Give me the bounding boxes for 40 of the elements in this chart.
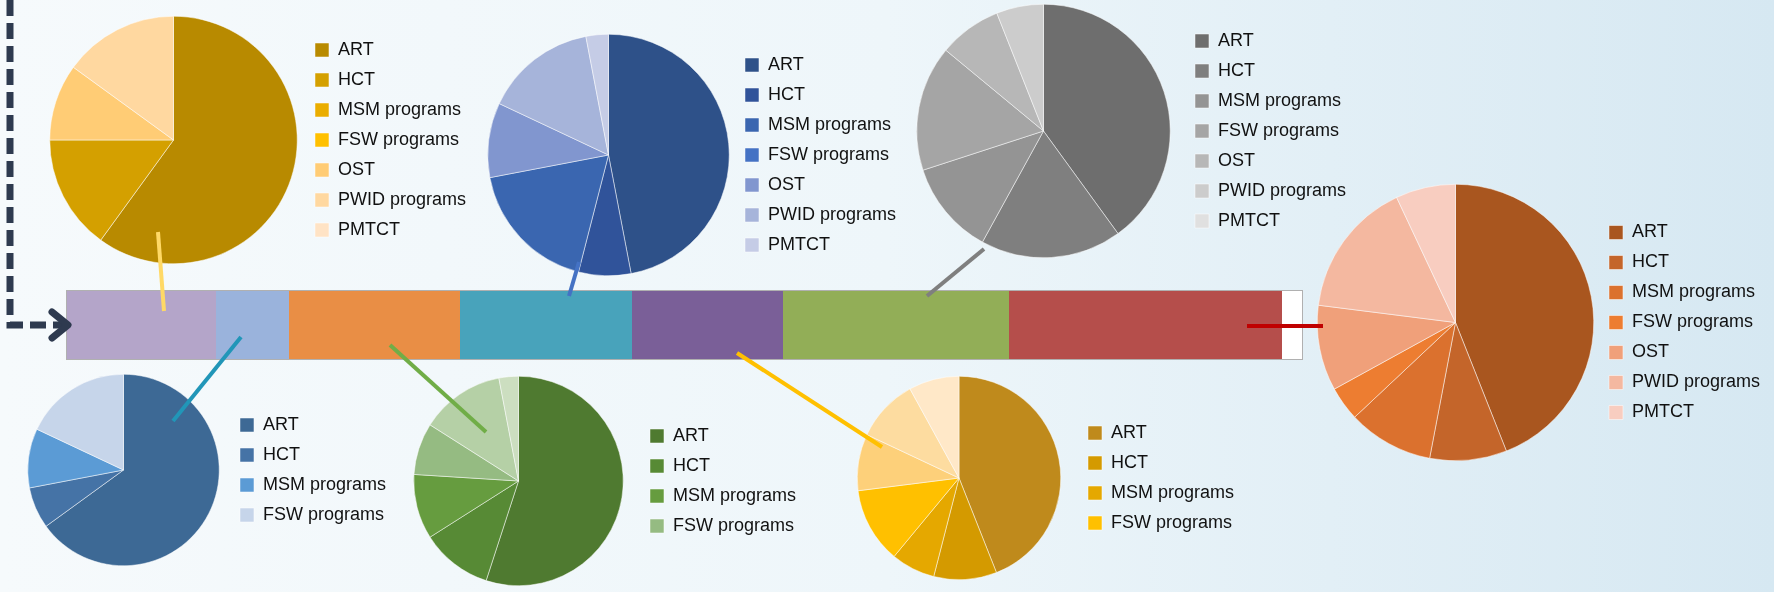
legend-label: PWID programs [337,188,467,209]
legend-label: OST [767,173,805,194]
legend-label: FSW programs [767,143,890,164]
legend-label: PMTCT [1631,401,1694,422]
legend-label: FSW programs [337,128,460,149]
legend-label: FSW programs [1110,511,1233,532]
legend-label: PWID programs [1631,371,1761,392]
legend-label: FSW programs [262,503,385,524]
legend-label: OST [1217,149,1255,170]
legend-label: PMTCT [1217,209,1280,230]
legend-label: FSW programs [1217,119,1340,140]
legend-label: HCT [1631,251,1669,272]
legend-label: HCT [672,454,710,475]
legend-label: OST [337,158,375,179]
legend-label: MSM programs [1110,481,1235,502]
legend-label: HCT [337,68,375,89]
legend-label: PWID programs [767,203,897,224]
legend-label: ART [337,38,374,59]
legend-label: FSW programs [1631,311,1754,332]
legend-label: ART [1217,29,1254,50]
legend-label: HCT [262,443,300,464]
legend-label: HCT [1217,59,1255,80]
legend-label: ART [672,424,709,445]
legend-label: MSM programs [767,113,892,134]
legend-label: MSM programs [1631,281,1756,302]
legend-label: FSW programs [672,514,795,535]
legend-label: MSM programs [1217,89,1342,110]
legend-label: HCT [767,83,805,104]
legend-label: MSM programs [262,473,387,494]
legend-label: MSM programs [672,484,797,505]
legend-label: OST [1631,341,1669,362]
legend-label: ART [767,53,804,74]
legend-label: ART [1631,221,1668,242]
legend-label: HCT [1110,451,1148,472]
legend-label: PWID programs [1217,179,1347,200]
legend-label: ART [262,413,299,434]
legend-label: PMTCT [337,218,400,239]
legend-label: PMTCT [767,233,830,254]
legend-label: ART [1110,421,1147,442]
legend-label: MSM programs [337,98,462,119]
